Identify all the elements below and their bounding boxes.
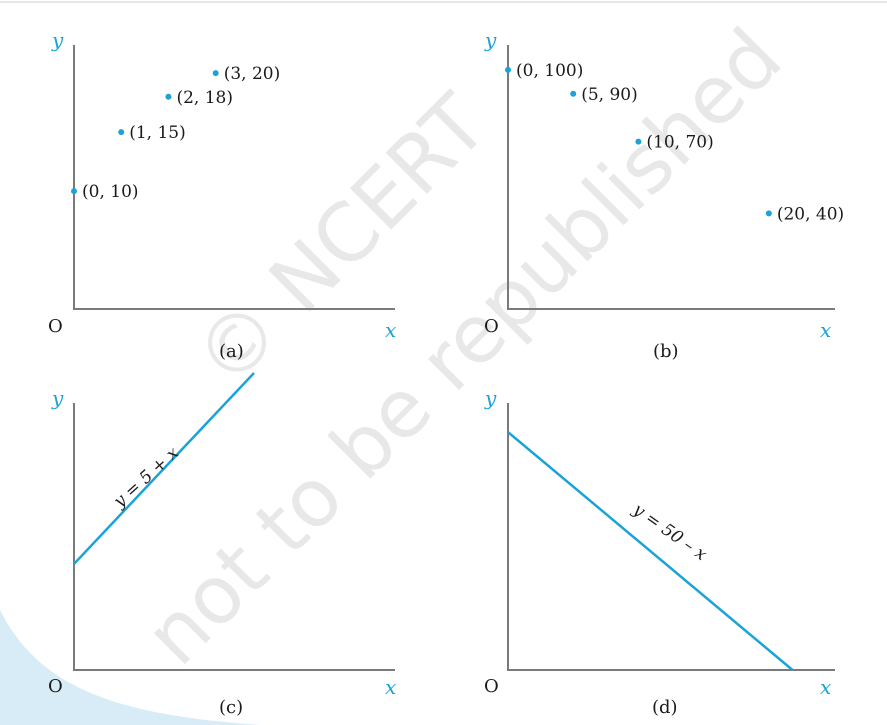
- point-label-b-3: (20, 40): [777, 204, 844, 224]
- y-axis-label-a: y: [51, 28, 64, 52]
- series-line-c: [73, 372, 255, 565]
- points-a: (0, 10) (1, 15) (2, 18) (3, 20): [71, 64, 280, 202]
- point-b-0: [505, 66, 511, 73]
- axes-a: [73, 45, 395, 310]
- x-axis-label-d: x: [820, 675, 831, 699]
- point-a-3: [212, 70, 219, 77]
- y-axis-label-b: y: [484, 28, 497, 52]
- point-label-a-2: (2, 18): [176, 88, 233, 108]
- equation-label-d: y = 50 – x: [628, 499, 710, 565]
- origin-label-b: O: [484, 316, 499, 337]
- origin-label-a: O: [48, 316, 63, 337]
- caption-a: (a): [219, 341, 244, 362]
- y-axis-label-c: y: [51, 386, 64, 410]
- point-a-2: [165, 93, 172, 100]
- equation-label-c: y = 5 + x: [109, 443, 183, 512]
- panel-d: y x O (d) y = 50 – x: [484, 386, 835, 718]
- point-label-a-1: (1, 15): [129, 123, 186, 143]
- point-b-2: [635, 138, 642, 145]
- panel-b: y x O (b) (0, 100) (5, 90) (10, 70) (20, 40…: [484, 28, 844, 362]
- y-axis-label-d: y: [484, 386, 497, 410]
- caption-c: (c): [219, 697, 243, 718]
- point-a-0: [71, 188, 77, 195]
- point-b-3: [765, 210, 772, 217]
- caption-d: (d): [652, 697, 678, 718]
- point-b-1: [570, 90, 577, 97]
- x-axis-label-a: x: [385, 318, 396, 342]
- point-label-b-1: (5, 90): [581, 85, 638, 105]
- series-line-d: [507, 431, 794, 671]
- x-axis-label-c: x: [385, 675, 396, 699]
- point-label-b-0: (0, 100): [516, 61, 583, 81]
- point-a-1: [118, 129, 125, 136]
- caption-b: (b): [653, 341, 679, 362]
- x-axis-label-b: x: [820, 318, 831, 342]
- point-label-b-2: (10, 70): [646, 133, 713, 153]
- origin-label-d: O: [484, 676, 499, 697]
- points-b: (0, 100) (5, 90) (10, 70) (20, 40): [505, 61, 844, 224]
- corner-decoration: [0, 610, 260, 725]
- origin-label-c: O: [48, 676, 63, 697]
- axes-b: [507, 45, 835, 310]
- point-label-a-0: (0, 10): [82, 182, 139, 202]
- axes-c: [73, 403, 395, 671]
- point-label-a-3: (3, 20): [224, 64, 281, 84]
- axes-d: [507, 403, 835, 671]
- panel-a: y x O (a) (0, 10) (1, 15) (2, 18) (3, 20): [48, 28, 396, 362]
